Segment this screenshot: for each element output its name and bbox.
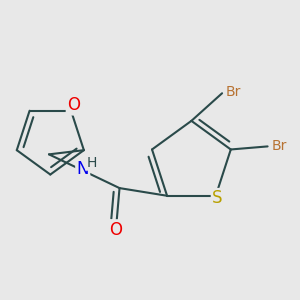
Text: O: O (109, 220, 122, 238)
Text: Br: Br (272, 140, 287, 153)
Text: Br: Br (226, 85, 242, 99)
Text: N: N (76, 160, 89, 178)
Text: S: S (212, 189, 223, 207)
Text: O: O (67, 96, 80, 114)
Text: H: H (86, 156, 97, 170)
